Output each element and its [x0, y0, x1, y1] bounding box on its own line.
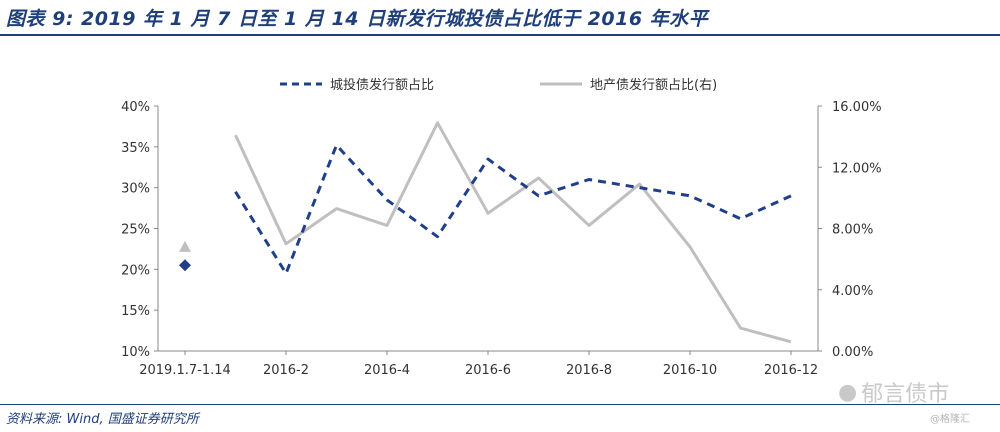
y-right-tick-label: 8.00% [832, 223, 873, 238]
y-left-tick-label: 35% [121, 141, 150, 156]
x-tick-label: 2019.1.7-1.14 [139, 363, 231, 378]
x-tick-label: 2016-10 [663, 363, 717, 378]
y-right-tick-label: 0.00% [832, 345, 873, 360]
wechat-icon: ● [838, 379, 858, 405]
series-property-line [234, 121, 792, 344]
y-right-tick-label: 12.00% [832, 161, 882, 176]
x-tick-label: 2016-12 [764, 363, 818, 378]
series-urban-line [234, 143, 792, 275]
chart-title: 图表 9: 2019 年 1 月 7 日至 1 月 14 日新发行城投债占比低于… [6, 8, 709, 30]
watermark: ● 郁言债市 [838, 376, 949, 408]
y-left-tick-label: 20% [121, 263, 150, 278]
series-property-point-2019 [179, 240, 191, 252]
x-tick-label: 2016-8 [566, 363, 612, 378]
source-note: 资料来源: Wind, 国盛证券研究所 [6, 412, 199, 427]
y-right-tick-label: 4.00% [832, 284, 873, 299]
y-left-tick-label: 25% [121, 223, 150, 238]
series-urban-point-2019 [179, 259, 191, 272]
y-left-tick-label: 40% [121, 100, 150, 115]
y-right-tick-label: 16.00% [832, 100, 882, 115]
y-left-tick-label: 30% [121, 182, 150, 197]
x-tick-label: 2016-2 [263, 363, 309, 378]
legend-label-property: 地产债发行额占比(右) [590, 77, 717, 93]
watermark-text: 郁言债市 [861, 382, 950, 407]
chart-svg: 城投债发行额占比 地产债发行额占比(右) 10% 15% 20% 25% 30% 35% 4… [121, 77, 882, 378]
legend-label-urban: 城投债发行额占比 [330, 77, 434, 93]
x-tick-label: 2016-4 [364, 363, 410, 378]
x-tick-label: 2016-6 [465, 363, 511, 378]
footer-divider [0, 404, 1000, 405]
y-left-tick-label: 10% [121, 345, 150, 360]
title-divider [0, 34, 1000, 36]
watermark-secondary: @格隆汇 [930, 414, 970, 425]
y-left-tick-label: 15% [121, 304, 150, 319]
legend: 城投债发行额占比 地产债发行额占比(右) [280, 77, 717, 93]
